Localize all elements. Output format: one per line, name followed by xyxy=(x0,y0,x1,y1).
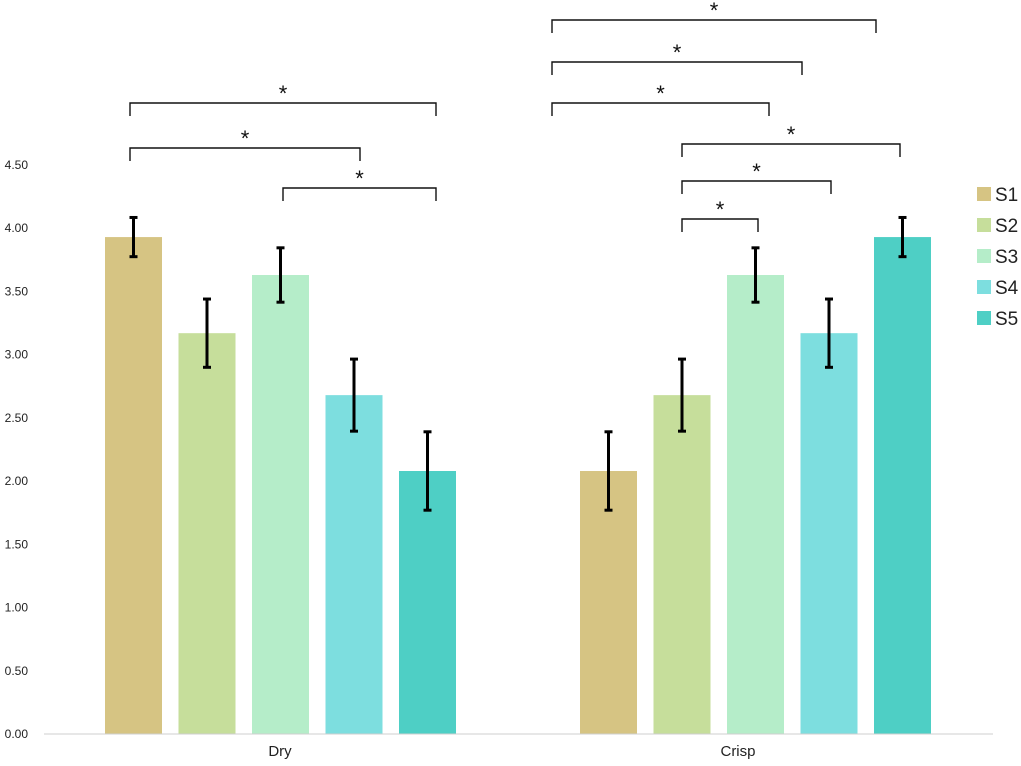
error-bar-crisp-s4 xyxy=(825,297,833,369)
legend-label: S5 xyxy=(995,309,1018,330)
x-category-label-dry: Dry xyxy=(268,743,292,760)
legend-item-s5: S5 xyxy=(977,309,1018,330)
significance-star: * xyxy=(710,0,719,23)
significance-bracket-dry-s1-s5: * xyxy=(129,81,437,116)
error-bar-crisp-s5 xyxy=(898,215,907,259)
bar-crisp-s3 xyxy=(727,275,784,734)
legend-item-s2: S2 xyxy=(977,216,1018,237)
error-bars-layer xyxy=(129,215,907,512)
significance-bracket-crisp-s1-s3: * xyxy=(551,81,770,116)
bars-layer xyxy=(105,237,931,734)
legend-swatch xyxy=(977,249,991,263)
significance-bracket-dry-s1-s4: * xyxy=(129,126,361,161)
significance-star: * xyxy=(241,126,250,151)
significance-star: * xyxy=(752,159,761,184)
significance-bracket-crisp-s2-s5: * xyxy=(681,122,901,157)
significance-bracket-crisp-s2-s4: * xyxy=(681,159,832,194)
y-tick-label: 0.00 xyxy=(5,727,29,741)
bar-crisp-s2 xyxy=(653,395,711,734)
significance-layer: * * * * * * * * * xyxy=(129,0,901,232)
legend-swatch xyxy=(977,187,991,201)
legend-label: S1 xyxy=(995,185,1018,206)
y-tick-label: 0.50 xyxy=(5,664,29,678)
error-bar-dry-s1 xyxy=(129,215,138,259)
error-bar-dry-s2 xyxy=(203,297,211,369)
y-tick-label: 3.50 xyxy=(5,284,29,298)
y-tick-label: 3.00 xyxy=(5,348,29,362)
significance-star: * xyxy=(656,81,665,106)
significance-star: * xyxy=(355,166,364,191)
legend-item-s3: S3 xyxy=(977,247,1018,268)
bar-crisp-s5 xyxy=(874,237,931,734)
error-bar-crisp-s2 xyxy=(678,357,686,433)
bar-dry-s3 xyxy=(252,275,309,734)
significance-bracket-dry-s3-s5: * xyxy=(282,166,437,201)
x-category-label-crisp: Crisp xyxy=(720,743,755,760)
y-tick-label: 2.00 xyxy=(5,474,29,488)
bar-dry-s2 xyxy=(178,333,236,734)
y-tick-label: 1.50 xyxy=(5,537,29,551)
y-tick-label: 4.00 xyxy=(5,221,29,235)
significance-bracket-crisp-s1-s4: * xyxy=(551,40,803,75)
significance-star: * xyxy=(673,40,682,65)
legend-label: S3 xyxy=(995,247,1018,268)
y-tick-label: 4.50 xyxy=(5,158,29,172)
legend-swatch xyxy=(977,280,991,294)
significance-star: * xyxy=(716,197,725,222)
legend-swatch xyxy=(977,218,991,232)
bar-crisp-s1 xyxy=(580,470,637,734)
error-bar-crisp-s3 xyxy=(751,246,760,304)
bar-dry-s1 xyxy=(105,237,162,734)
legend-swatch xyxy=(977,311,991,325)
y-axis: 0.00 0.50 1.00 1.50 2.00 2.50 3.00 3.50 4.00 4.50 xyxy=(5,158,29,741)
y-tick-label: 1.00 xyxy=(5,601,29,615)
x-axis-labels: Dry Crisp xyxy=(268,743,755,760)
bar-dry-s4 xyxy=(325,395,383,734)
legend-label: S2 xyxy=(995,216,1018,237)
error-bar-dry-s3 xyxy=(276,246,285,304)
significance-bracket-crisp-s1-s5: * xyxy=(551,0,877,33)
error-bar-crisp-s1 xyxy=(604,430,613,512)
legend-item-s1: S1 xyxy=(977,185,1018,206)
y-tick-label: 2.50 xyxy=(5,411,29,425)
error-bar-dry-s4 xyxy=(350,357,358,433)
significance-star: * xyxy=(279,81,288,106)
significance-bracket-crisp-s2-s3: * xyxy=(681,197,759,232)
bar-dry-s5 xyxy=(399,470,456,734)
bar-crisp-s4 xyxy=(800,333,858,734)
error-bar-dry-s5 xyxy=(423,430,432,512)
legend-item-s4: S4 xyxy=(977,278,1019,299)
legend-label: S4 xyxy=(995,278,1019,299)
significance-star: * xyxy=(787,122,796,147)
legend: S1 S2 S3 S4 S5 xyxy=(977,185,1019,330)
